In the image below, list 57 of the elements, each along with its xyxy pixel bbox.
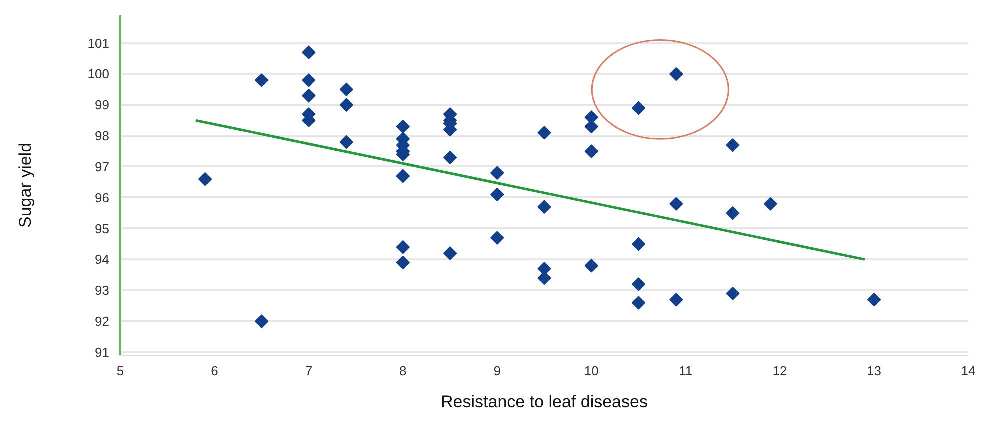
point bbox=[396, 256, 410, 270]
point bbox=[867, 293, 882, 307]
point bbox=[340, 82, 354, 97]
point bbox=[340, 98, 354, 112]
y-tick-label: 97 bbox=[95, 159, 110, 174]
y-tick-label: 96 bbox=[95, 190, 110, 206]
point bbox=[443, 150, 458, 165]
point bbox=[632, 296, 646, 310]
point bbox=[632, 237, 646, 252]
point bbox=[538, 126, 552, 140]
x-tick-label: 5 bbox=[116, 364, 124, 378]
point bbox=[490, 166, 504, 180]
point bbox=[670, 67, 684, 82]
y-tick-label: 101 bbox=[88, 36, 110, 51]
point bbox=[396, 240, 410, 254]
point bbox=[490, 231, 504, 245]
x-tick-label: 11 bbox=[679, 364, 693, 378]
point bbox=[302, 46, 316, 60]
x-tick-label: 9 bbox=[494, 364, 502, 378]
point bbox=[443, 246, 458, 260]
point bbox=[538, 200, 552, 214]
y-tick-label: 94 bbox=[95, 252, 110, 268]
point bbox=[670, 293, 684, 307]
y-tick-label: 95 bbox=[95, 221, 110, 236]
point bbox=[340, 135, 354, 150]
point bbox=[632, 101, 646, 116]
x-tick-label: 10 bbox=[584, 364, 599, 378]
point bbox=[254, 74, 269, 88]
point bbox=[670, 197, 684, 211]
point bbox=[302, 89, 316, 103]
point bbox=[764, 197, 778, 211]
point bbox=[584, 144, 598, 158]
y-tick-label: 98 bbox=[95, 128, 110, 144]
point bbox=[726, 286, 740, 301]
y-tick-label: 100 bbox=[88, 66, 110, 82]
y-axis-title: Sugar yield bbox=[16, 142, 35, 228]
point bbox=[198, 172, 212, 186]
x-tick-label: 13 bbox=[867, 364, 882, 378]
y-tick-label: 92 bbox=[95, 314, 110, 329]
y-tick-label: 91 bbox=[95, 344, 110, 360]
point bbox=[632, 278, 646, 292]
x-tick-label: 6 bbox=[211, 364, 218, 378]
x-tick-label: 7 bbox=[305, 364, 313, 378]
x-tick-label: 12 bbox=[772, 364, 788, 378]
x-axis-title: Resistance to leaf diseases bbox=[441, 392, 648, 412]
point bbox=[396, 169, 410, 184]
y-tick-label: 99 bbox=[95, 98, 110, 113]
y-tick-label: 93 bbox=[95, 283, 110, 298]
point bbox=[396, 120, 410, 134]
point bbox=[726, 206, 740, 220]
point bbox=[302, 74, 316, 88]
point bbox=[584, 259, 598, 273]
point bbox=[490, 188, 504, 202]
point bbox=[254, 314, 269, 328]
x-tick-label: 14 bbox=[961, 364, 976, 378]
x-tick-label: 8 bbox=[400, 364, 407, 378]
point bbox=[726, 138, 740, 152]
